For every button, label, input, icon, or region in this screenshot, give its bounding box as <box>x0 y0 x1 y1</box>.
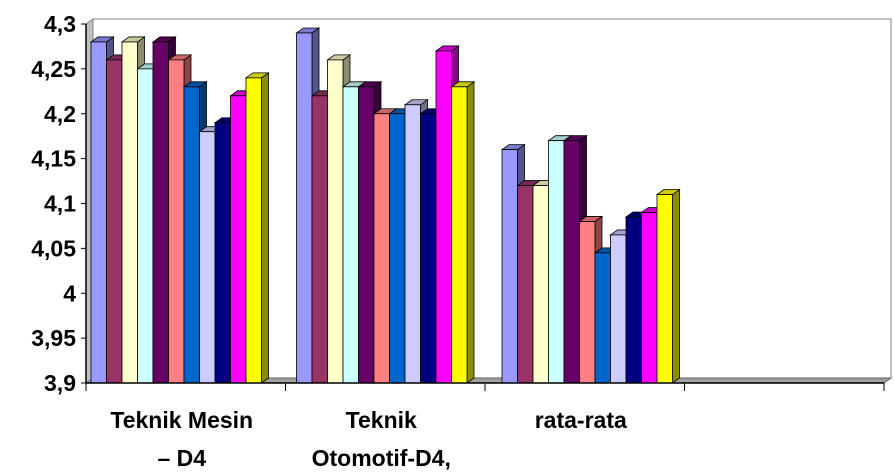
bar-front <box>137 68 154 384</box>
bar-front <box>373 113 390 384</box>
x-category-label: rata-rata <box>535 407 627 433</box>
x-category-label: Teknik Mesin <box>110 407 253 433</box>
bar-front <box>517 185 534 384</box>
bar-front <box>90 41 107 384</box>
bar-front <box>641 212 658 384</box>
bar-front <box>451 86 468 384</box>
x-category-label: Teknik <box>346 407 417 433</box>
bar-front <box>230 95 247 384</box>
x-axis: Teknik Mesin – D4 Teknik Otomotif-D4, rata-r… <box>85 382 885 471</box>
y-tick-label: 4,15 <box>31 146 76 172</box>
bar-front <box>625 216 642 384</box>
bar-front <box>548 140 565 384</box>
y-axis: 3,9 3,95 4 4,05 4,1 4,15 4,2 4,25 4,3 <box>31 11 87 396</box>
bar-front <box>389 113 406 384</box>
y-tick-label: 3,9 <box>44 370 76 396</box>
y-tick-label: 3,95 <box>31 325 76 351</box>
bar-front <box>420 113 437 384</box>
bar-front <box>152 41 169 384</box>
bar-front <box>199 131 216 384</box>
x-category-label: – D4 <box>157 445 206 471</box>
bar-front <box>579 221 596 384</box>
bar-front <box>106 59 123 384</box>
y-tick-label: 4 <box>63 280 76 306</box>
bar-front <box>656 194 673 384</box>
y-tick-label: 4,1 <box>44 191 76 217</box>
bar-front <box>501 149 518 384</box>
y-tick-label: 4,05 <box>31 235 76 261</box>
bar-side <box>261 72 269 384</box>
bar-front <box>358 86 375 384</box>
bar-front <box>594 252 611 384</box>
bar-front <box>342 86 359 384</box>
bar-group <box>89 27 681 384</box>
y-tick-label: 4,2 <box>44 101 76 127</box>
bar-front <box>404 104 421 384</box>
bar <box>655 188 681 384</box>
bar-front <box>563 140 580 384</box>
bar-front <box>168 59 185 384</box>
bar-front <box>311 95 328 384</box>
bar-front <box>435 50 452 384</box>
bar-front <box>532 185 549 384</box>
bar-front <box>214 122 231 384</box>
bar-front <box>245 77 262 384</box>
bar <box>450 81 476 384</box>
bar-front <box>296 32 313 384</box>
y-tick-label: 4,3 <box>44 11 76 37</box>
bar <box>244 72 270 384</box>
bar-front <box>121 41 138 384</box>
bar-front <box>183 86 200 384</box>
x-category-label: Otomotif-D4, <box>312 445 451 471</box>
bar-front <box>610 234 627 384</box>
bar-front <box>327 59 344 384</box>
y-tick-label: 4,25 <box>31 56 76 82</box>
bar-side <box>466 81 475 384</box>
bar-side <box>672 188 680 384</box>
